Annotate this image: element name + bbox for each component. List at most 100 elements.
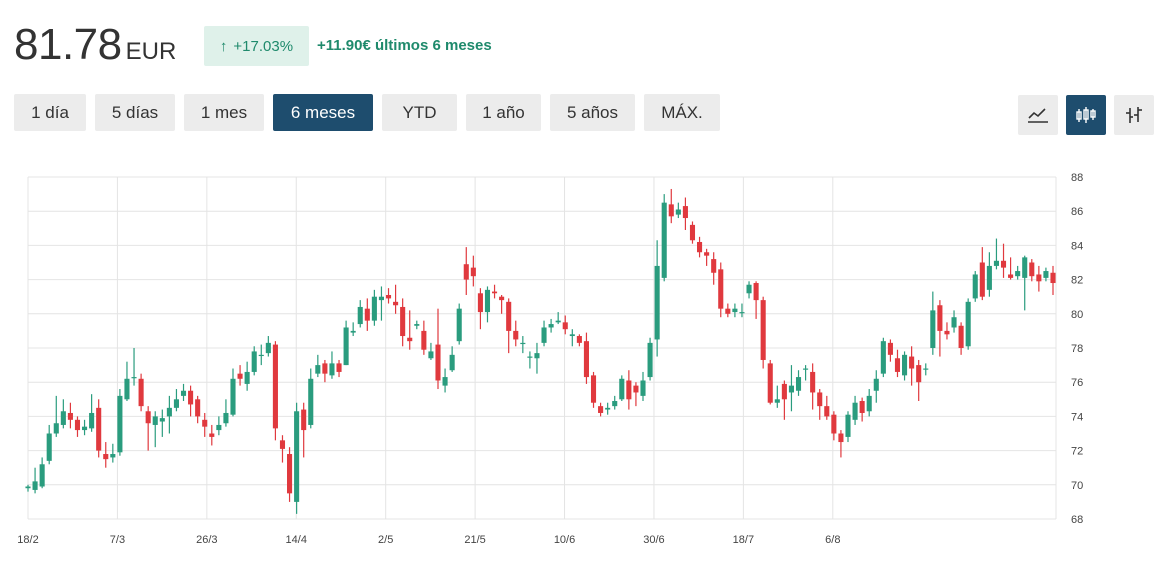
candle — [612, 395, 618, 410]
candle-body — [873, 378, 879, 391]
candle — [774, 385, 780, 408]
candle — [343, 320, 349, 366]
candle-body — [569, 334, 575, 337]
candle — [661, 194, 667, 282]
candle — [138, 373, 144, 412]
chart-grid — [27, 176, 1057, 520]
candle — [689, 221, 696, 244]
candle — [1022, 255, 1028, 311]
candle-body — [640, 380, 646, 396]
candle — [725, 303, 731, 318]
x-tick-label: 14/4 — [286, 534, 307, 546]
candle-body — [244, 371, 250, 384]
change-percent: +17.03% — [233, 37, 294, 55]
candle — [675, 202, 681, 219]
candle — [463, 247, 469, 295]
candle — [1043, 267, 1049, 282]
candle — [534, 342, 540, 374]
range-button-ytd[interactable]: YTD — [382, 94, 457, 131]
candle — [223, 399, 229, 427]
candle — [781, 380, 787, 420]
candle — [576, 334, 582, 347]
candle-body — [67, 412, 73, 420]
candle — [513, 320, 519, 347]
candle — [937, 300, 943, 357]
candle — [32, 467, 38, 494]
candle — [180, 383, 187, 402]
candle — [894, 349, 901, 378]
candle-body — [1015, 271, 1021, 277]
candle — [336, 359, 342, 378]
candle — [414, 320, 420, 330]
candle — [626, 370, 632, 410]
candle-body — [746, 284, 752, 294]
candle-body — [336, 363, 342, 372]
candle — [258, 344, 264, 366]
x-tick-label: 30/6 — [643, 534, 664, 546]
range-button-5d[interactable]: 5 días — [95, 94, 175, 131]
candle — [979, 247, 985, 301]
candle — [986, 252, 992, 297]
candle-body — [916, 365, 922, 383]
candle-body — [96, 407, 102, 451]
candle-body — [407, 337, 413, 342]
range-button-max[interactable]: MÁX. — [644, 94, 720, 131]
range-button-5y[interactable]: 5 años — [550, 94, 635, 131]
candle-body — [541, 327, 547, 343]
candle — [817, 389, 823, 420]
range-button-1m[interactable]: 1 mes — [184, 94, 264, 131]
candle — [682, 197, 688, 231]
candle-body — [774, 399, 780, 403]
y-tick-label: 76 — [1071, 377, 1083, 389]
range-selector: 1 día 5 días 1 mes 6 meses YTD 1 año 5 a… — [14, 94, 720, 131]
current-price: 81.78 — [14, 20, 122, 69]
candle — [944, 322, 950, 340]
candle — [654, 240, 660, 357]
line-chart-icon — [1028, 108, 1048, 123]
candle-body — [265, 342, 271, 354]
range-button-1y[interactable]: 1 año — [466, 94, 541, 131]
candle — [880, 337, 886, 378]
candlestick-chart-button[interactable] — [1066, 95, 1106, 135]
range-button-1d[interactable]: 1 día — [14, 94, 86, 131]
candle-body — [767, 363, 773, 403]
candle — [315, 354, 321, 378]
candle-body — [258, 354, 264, 357]
candle — [407, 310, 413, 350]
candle-body — [173, 399, 179, 408]
candle-body — [456, 308, 462, 342]
candle-body — [25, 486, 31, 489]
x-tick-label: 26/3 — [196, 534, 217, 546]
candle — [209, 424, 215, 446]
candle-body — [753, 283, 759, 301]
candle-body — [647, 342, 653, 378]
candle-body — [202, 419, 208, 427]
candle-body — [626, 380, 632, 400]
candle-body — [576, 336, 582, 343]
x-tick-label: 18/2 — [17, 534, 38, 546]
candle — [569, 329, 575, 347]
candle-body — [39, 464, 45, 487]
candle-body — [760, 300, 766, 360]
candlestick-chart[interactable]: 68 70 72 74 76 78 80 82 84 86 88 18/2 7/3 26/3 14/4 2/… — [0, 160, 1166, 560]
candle — [541, 320, 547, 347]
candle — [230, 368, 236, 417]
candle-body — [1029, 262, 1035, 277]
x-axis: 18/2 7/3 26/3 14/4 2/5 21/5 10/6 30/6 18/7 6/8 — [17, 534, 840, 546]
range-button-6m[interactable]: 6 meses — [273, 94, 373, 131]
y-tick-label: 84 — [1071, 240, 1083, 252]
candle-body — [583, 341, 589, 378]
candle — [357, 300, 363, 328]
candle — [449, 346, 455, 372]
candle — [456, 303, 462, 345]
candle-body — [145, 411, 151, 424]
candle — [470, 255, 476, 287]
candle — [753, 281, 759, 319]
candle — [67, 402, 73, 429]
ohlc-chart-button[interactable] — [1114, 95, 1154, 135]
candle — [965, 298, 971, 350]
candle — [435, 308, 441, 390]
line-chart-button[interactable] — [1018, 95, 1058, 135]
candle-body — [513, 330, 519, 340]
candle-body — [1050, 272, 1056, 284]
